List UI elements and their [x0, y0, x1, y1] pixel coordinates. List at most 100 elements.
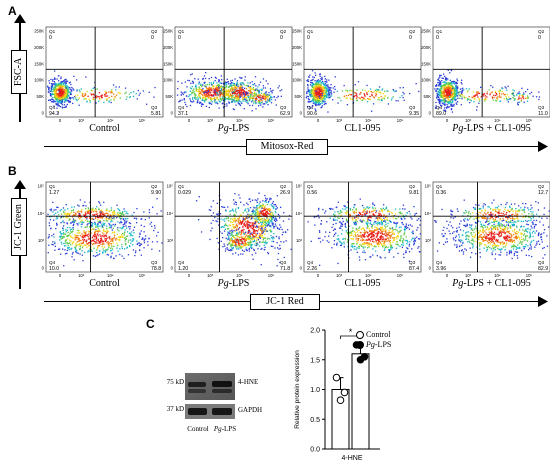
panel-a-event-dot — [447, 98, 449, 100]
panel-a-event-dot — [450, 108, 453, 110]
panel-a-event-dot — [470, 100, 472, 102]
panel-b-event-dot — [112, 223, 114, 226]
panel-b-event-dot — [250, 218, 252, 220]
panel-b-event-dot — [255, 252, 257, 254]
panel-b-event-dot — [259, 213, 261, 215]
panel-b-event-dot — [106, 227, 108, 230]
panel-b-event-dot — [198, 196, 200, 198]
panel-a-event-dot — [267, 94, 269, 96]
panel-b-event-dot — [218, 224, 220, 226]
panel-b-event-dot — [99, 237, 102, 240]
panel-a-event-dot — [316, 83, 318, 86]
panel-b-event-dot — [239, 220, 242, 222]
panel-a-event-dot — [450, 84, 452, 86]
panel-a-event-dot — [249, 92, 252, 94]
panel-a-event-dot — [322, 86, 324, 88]
panel-a-event-dot — [242, 83, 244, 85]
panel-b-event-dot — [101, 213, 104, 216]
panel-a-event-dot — [238, 103, 240, 105]
panel-b-event-dot — [140, 218, 142, 220]
panel-a-event-dot — [321, 89, 324, 91]
panel-a-event-dot — [225, 87, 227, 89]
panel-b-event-dot — [79, 214, 81, 216]
panel-b-event-dot — [147, 241, 149, 243]
panel-a-event-dot — [364, 95, 366, 97]
panel-b-event-dot — [270, 226, 272, 228]
panel-b-event-dot — [227, 220, 230, 222]
panel-a-event-dot — [442, 91, 444, 93]
panel-a-event-dot — [73, 89, 75, 91]
panel-a-event-dot — [317, 87, 319, 90]
panel-a-event-dot — [442, 96, 444, 98]
panel-a-event-dot — [454, 82, 456, 84]
panel-b-event-dot — [238, 236, 240, 238]
panel-a-event-dot — [441, 95, 443, 97]
panel-b-event-dot — [267, 200, 270, 203]
panel-a-event-dot — [246, 91, 248, 93]
panel-a-event-dot — [241, 77, 243, 79]
panel-a-event-dot — [60, 87, 62, 89]
panel-b-event-dot — [91, 226, 93, 228]
panel-b-event-dot — [148, 211, 151, 214]
panel-b-event-dot — [88, 245, 90, 247]
panel-a-event-dot — [445, 96, 447, 98]
panel-a-event-dot — [93, 86, 96, 89]
panel-a-event-dot — [248, 94, 250, 96]
panel-a-event-dot — [448, 99, 450, 101]
panel-b-event-dot — [102, 243, 104, 245]
panel-b-event-dot — [104, 251, 106, 253]
panel-a-quadrant-name: Q4 — [49, 105, 56, 110]
panel-a-event-dot — [57, 84, 59, 86]
panel-a-event-dot — [516, 94, 518, 96]
panel-a-event-dot — [66, 94, 68, 96]
panel-b-event-dot — [133, 238, 135, 240]
panel-b-quadrant-value: 10.0 — [49, 266, 59, 272]
panel-b-event-dot — [101, 232, 104, 234]
panel-a-event-dot — [203, 100, 206, 102]
panel-b-event-dot — [255, 234, 257, 237]
panel-b-event-dot — [245, 217, 247, 219]
panel-a-event-dot — [208, 101, 210, 103]
panel-a-event-dot — [211, 101, 213, 103]
panel-a-event-dot — [195, 89, 197, 91]
panel-b-event-dot — [92, 255, 95, 257]
panel-a-event-dot — [50, 85, 53, 87]
panel-a-event-dot — [368, 98, 370, 101]
panel-b-event-dot — [68, 219, 70, 221]
panel-b-event-dot — [275, 208, 277, 210]
panel-b-event-dot — [265, 243, 267, 245]
panel-b-event-dot — [257, 218, 260, 221]
panel-a-event-dot — [311, 91, 314, 93]
panel-a-event-dot — [189, 98, 191, 100]
panel-b-event-dot — [117, 212, 119, 214]
panel-a-event-dot — [218, 94, 220, 96]
panel-b-event-dot — [280, 226, 282, 228]
panel-b-event-dot — [240, 230, 243, 232]
panel-b-event-dot — [233, 220, 235, 222]
panel-a-event-dot — [315, 109, 317, 111]
panel-a-event-dot — [213, 85, 215, 88]
panel-a-event-dot — [438, 77, 440, 79]
panel-a-event-dot — [327, 85, 329, 88]
panel-b-event-dot — [248, 231, 250, 233]
panel-a-event-dot — [207, 91, 209, 94]
panel-a-event-dot — [55, 92, 58, 95]
panel-a-event-dot — [315, 94, 317, 96]
panel-a-event-dot — [317, 88, 319, 91]
panel-b-event-dot — [256, 221, 258, 223]
panel-b-event-dot — [102, 243, 104, 246]
panel-a-event-dot — [312, 98, 314, 100]
panel-b-event-dot — [258, 214, 261, 216]
panel-a-event-dot — [447, 87, 449, 89]
panel-b-y-arrowhead — [14, 180, 26, 189]
panel-a-event-dot — [224, 103, 226, 105]
panel-a-event-dot — [208, 106, 210, 109]
panel-a-event-dot — [499, 96, 501, 98]
panel-a-event-dot — [55, 88, 57, 90]
panel-a-event-dot — [329, 96, 331, 99]
panel-b-event-dot — [264, 248, 266, 251]
panel-b-event-dot — [80, 242, 82, 244]
panel-a-event-dot — [323, 83, 325, 86]
panel-b-event-dot — [77, 210, 80, 212]
panel-b-event-dot — [89, 250, 91, 253]
